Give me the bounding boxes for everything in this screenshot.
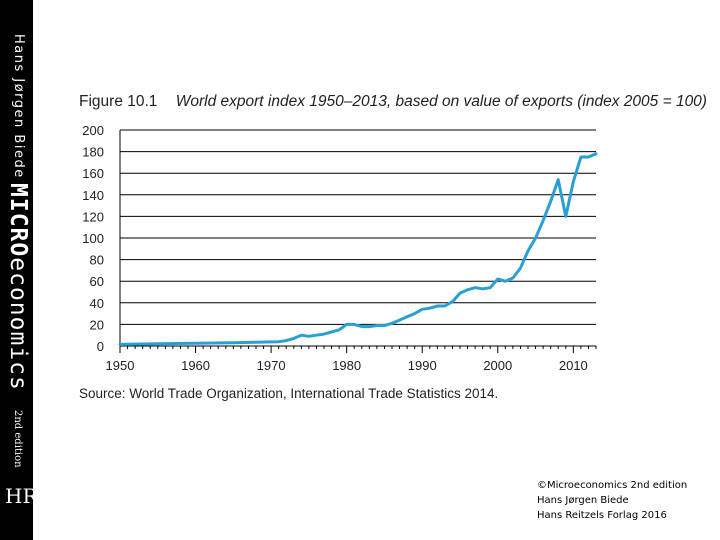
y-tick-label: 120 <box>82 209 104 224</box>
y-tick-label: 200 <box>82 123 104 138</box>
y-tick-label: 80 <box>90 253 104 268</box>
y-tick-label: 140 <box>82 188 104 203</box>
x-tick-label: 1990 <box>408 358 437 373</box>
credit-line-1: ©Microeconomics 2nd edition <box>537 480 688 491</box>
book-spine: Hans Jørgen Biede MICROeconomics 2nd edi… <box>0 0 38 540</box>
series-line <box>118 152 598 346</box>
figure-number: Figure 10.1 <box>79 93 158 110</box>
credit-line-3: Hans Reitzels Forlag 2016 <box>537 510 667 521</box>
x-tick-label: 1950 <box>106 358 135 373</box>
figure-title: Figure 10.1 World export index 1950–2013… <box>79 93 707 111</box>
y-tick-label: 100 <box>82 231 104 246</box>
x-tick-label: 1970 <box>257 358 286 373</box>
x-tick-label: 2010 <box>559 358 588 373</box>
x-tick-label: 2000 <box>483 358 512 373</box>
y-tick-label: 160 <box>82 166 104 181</box>
x-tick-label: 1980 <box>332 358 361 373</box>
y-tick-label: 40 <box>90 296 104 311</box>
figure-source: Source: World Trade Organization, Intern… <box>79 386 499 401</box>
figure-caption: World export index 1950–2013, based on v… <box>175 93 707 110</box>
copyright-credit: ©Microeconomics 2nd edition Hans Jørgen … <box>537 478 687 523</box>
y-tick-label: 0 <box>97 339 104 354</box>
y-tick-label: 20 <box>90 317 104 332</box>
x-tick-label: 1960 <box>181 358 210 373</box>
y-tick-label: 60 <box>90 274 104 289</box>
y-tick-label: 180 <box>82 145 104 160</box>
credit-line-2: Hans Jørgen Biede <box>537 495 629 506</box>
